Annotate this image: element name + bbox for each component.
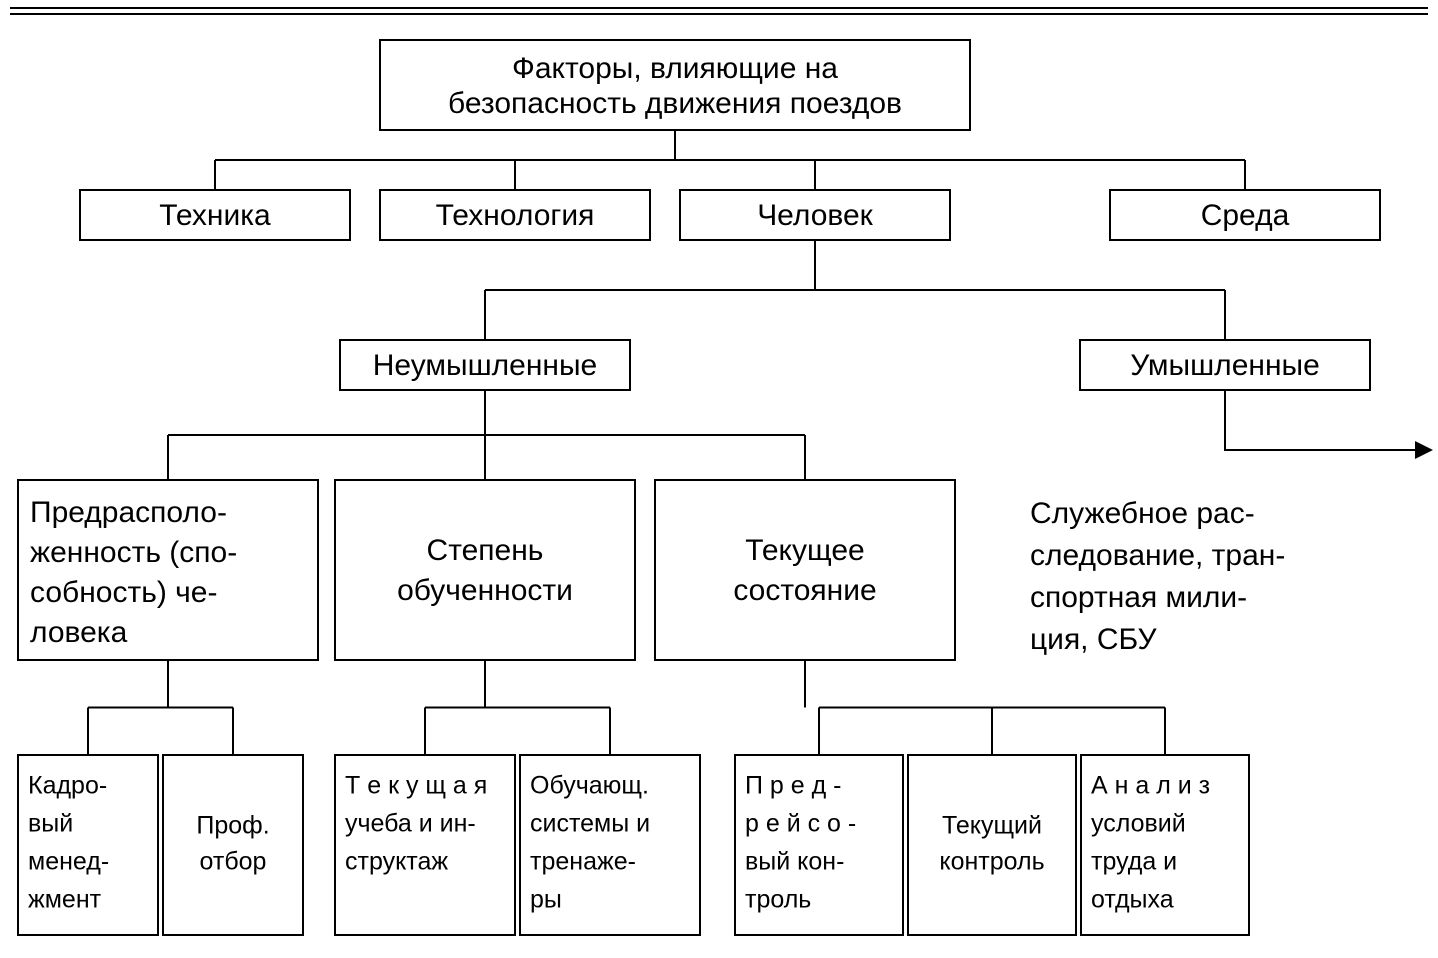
leaf-sim-3: тренаже- (530, 848, 636, 876)
label-env: Среда (1201, 199, 1290, 232)
leaf-current-1: Текущий (942, 812, 1042, 840)
leaf-hr-1: Кадро- (28, 772, 107, 800)
leaf-pretrip-3: вый кон- (745, 848, 844, 876)
leaf-pretrip-1: П р е д - (745, 772, 841, 800)
leaf-current (908, 755, 1076, 935)
root-label-line1: Факторы, влияющие на (512, 52, 838, 85)
leaf-pretrip-4: троль (745, 886, 811, 914)
label-predisp-4: ловека (30, 616, 128, 649)
node-training (335, 480, 635, 660)
leaf-instr-1: Т е к у щ а я (345, 772, 487, 800)
leaf-analysis-4: отдыха (1091, 886, 1174, 914)
leaf-pretrip-2: р е й с о - (745, 810, 856, 838)
leaf-prof-1: Проф. (196, 812, 269, 840)
label-intentional: Умышленные (1130, 349, 1320, 382)
connector-unintentional-children (168, 390, 805, 480)
label-training-2: обученности (397, 574, 573, 607)
intentional-note-line2: следование, тран- (1030, 539, 1285, 572)
connector-intentional-arrow (1225, 390, 1415, 450)
leaf-hr-4: жмент (28, 886, 102, 914)
label-unintentional: Неумышленные (373, 349, 598, 382)
leaf-hr-2: вый (28, 810, 73, 838)
leaf-instr-2: учеба и ин- (345, 810, 476, 838)
leaf-analysis-2: условий (1091, 810, 1186, 838)
label-predisp-3: собность) че- (30, 576, 217, 609)
leaf-hr-3: менед- (28, 848, 109, 876)
connector-state-children (805, 660, 1165, 755)
node-state (655, 480, 955, 660)
label-state-1: Текущее (745, 534, 865, 567)
connector-human-children (485, 240, 1225, 340)
leaf-instr-3: структаж (345, 848, 448, 876)
label-technology: Технология (436, 199, 595, 232)
connector-training-children (425, 660, 610, 755)
connector-predisp-children (88, 660, 233, 755)
label-human: Человек (757, 199, 873, 232)
leaf-sim-1: Обучающ. (530, 772, 649, 800)
intentional-note-line3: спортная мили- (1030, 581, 1247, 614)
label-tech: Техника (159, 199, 271, 232)
connector-root-children (215, 130, 1245, 190)
factors-tree-diagram: Факторы, влияющие на безопасность движен… (0, 0, 1438, 958)
leaf-analysis-3: труда и (1091, 848, 1177, 876)
root-label-line2: безопасность движения поездов (448, 87, 902, 120)
intentional-note-line4: ция, СБУ (1030, 623, 1158, 656)
leaf-prof-2: отбор (200, 848, 267, 876)
label-predisp-2: женность (спо- (30, 536, 237, 569)
label-state-2: состояние (733, 574, 876, 607)
leaf-analysis-1: А н а л и з (1091, 772, 1210, 800)
leaf-current-2: контроль (939, 848, 1044, 876)
intentional-note-line1: Служебное рас- (1030, 497, 1255, 530)
leaf-sim-4: ры (530, 886, 562, 914)
label-predisp-1: Предрасполо- (30, 496, 227, 529)
arrowhead-icon (1415, 441, 1433, 459)
leaf-prof (163, 755, 303, 935)
leaf-sim-2: системы и (530, 810, 650, 838)
label-training-1: Степень (427, 534, 544, 567)
